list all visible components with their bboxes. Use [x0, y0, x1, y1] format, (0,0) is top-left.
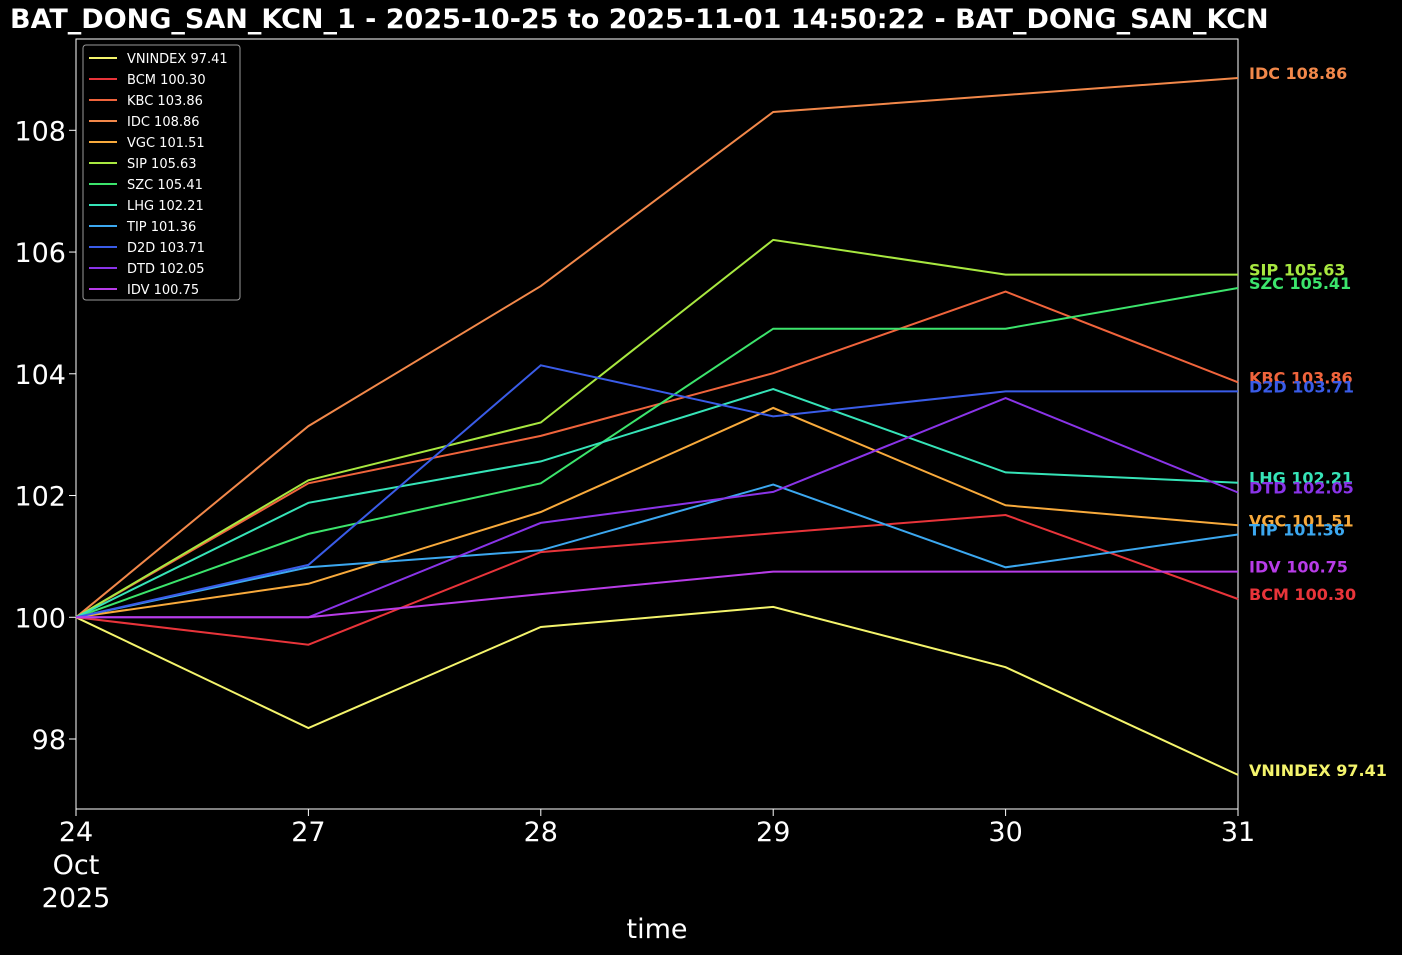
legend-entry: D2D 103.71	[127, 241, 205, 256]
series-line-szc	[75, 287, 1239, 619]
series-line-bcm	[75, 513, 1239, 646]
end-label-vnindex: VNINDEX 97.41	[1249, 761, 1387, 780]
series-line-idv	[76, 570, 1238, 619]
x-axis-label: time	[626, 914, 687, 945]
end-label-idc: IDC 108.86	[1249, 64, 1347, 83]
series-line-tip	[75, 483, 1239, 619]
series-line-vnindex	[75, 605, 1239, 776]
y-tick-label: 98	[32, 725, 66, 756]
legend-entry: IDV 100.75	[127, 283, 199, 298]
series-line-kbc	[75, 290, 1239, 619]
y-tick-label: 100	[14, 603, 66, 634]
legend-entry: IDC 108.86	[127, 115, 200, 130]
y-tick-label: 102	[14, 482, 66, 513]
legend-entry: TIP 101.36	[126, 220, 196, 235]
x-tick-label: 28	[524, 817, 558, 848]
legend-box	[82, 44, 241, 301]
end-label-idv: IDV 100.75	[1249, 558, 1348, 577]
end-label-tip: TIP 101.36	[1249, 520, 1345, 539]
legend-entry: SZC 105.41	[127, 178, 203, 193]
end-label-bcm: BCM 100.30	[1249, 585, 1356, 604]
series-line-lhg	[75, 387, 1239, 619]
series-line-idc	[75, 77, 1239, 619]
chart-title: BAT_DONG_SAN_KCN_1 - 2025-10-25 to 2025-…	[10, 4, 1269, 35]
end-label-kbc: KBC 103.86	[1249, 368, 1353, 387]
legend: VNINDEX 97.41 BCM 100.30 KBC 103.86 IDC 108…	[82, 44, 241, 301]
series-line-sip	[75, 238, 1238, 619]
legend-entry: DTD 102.05	[127, 262, 205, 277]
end-label-vgc: VGC 101.51	[1249, 511, 1354, 530]
end-label-dtd: DTD 102.05	[1249, 478, 1354, 497]
x-tick-label: 31	[1221, 817, 1255, 848]
end-label-sip: SIP 105.63	[1249, 261, 1346, 280]
y-tick-label: 108	[14, 116, 66, 147]
series-end-labels: VNINDEX 97.41 BCM 100.30 KBC 103.86 IDC 108…	[1249, 64, 1387, 780]
x-axis: 24 Oct 2025 27 28 29 30 31	[42, 809, 1255, 914]
end-label-d2d: D2D 103.71	[1249, 377, 1354, 396]
end-label-szc: SZC 105.41	[1249, 274, 1351, 293]
x-tick-label: 29	[756, 817, 790, 848]
series-line-d2d	[75, 364, 1238, 619]
y-tick-label: 106	[14, 238, 66, 269]
y-axis: 98 100 102 104 106 108	[14, 116, 76, 756]
plot-area	[75, 38, 1239, 810]
legend-entry: LHG 102.21	[127, 199, 204, 214]
series-lines	[75, 77, 1239, 776]
legend-entry: KBC 103.86	[127, 94, 203, 109]
series-line-vgc	[75, 406, 1239, 619]
legend-entry: BCM 100.30	[127, 73, 206, 88]
legend-entry: VNINDEX 97.41	[127, 52, 228, 67]
x-tick-label: 24 Oct 2025	[42, 817, 111, 914]
y-tick-label: 104	[14, 360, 66, 391]
x-tick-label: 27	[291, 817, 325, 848]
legend-entry: VGC 101.51	[127, 136, 205, 151]
end-label-lhg: LHG 102.21	[1249, 469, 1353, 488]
legend-entry: SIP 105.63	[127, 157, 197, 172]
x-tick-label: 30	[988, 817, 1022, 848]
